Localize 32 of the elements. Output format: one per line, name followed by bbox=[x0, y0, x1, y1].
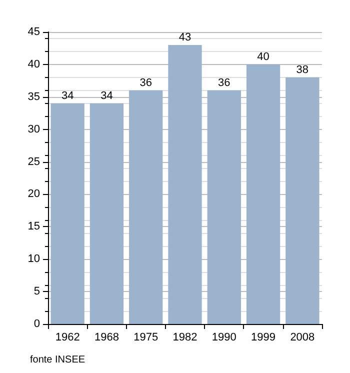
y-tick-label: 25 bbox=[28, 156, 40, 168]
data-label: 43 bbox=[178, 31, 192, 44]
bar bbox=[129, 90, 163, 324]
x-tick-label: 1968 bbox=[94, 332, 119, 344]
bar bbox=[90, 103, 124, 324]
data-label: 40 bbox=[257, 50, 270, 63]
y-tick-label: 0 bbox=[34, 318, 40, 330]
x-tick-label: 1962 bbox=[55, 332, 80, 344]
y-tick-label: 20 bbox=[28, 188, 40, 200]
bar bbox=[50, 103, 84, 324]
bar bbox=[286, 77, 320, 324]
x-tick-label: 2008 bbox=[290, 332, 315, 344]
y-tick-label: 15 bbox=[28, 220, 40, 233]
bar bbox=[168, 44, 202, 324]
data-label: 34 bbox=[100, 90, 113, 102]
y-tick-label: 40 bbox=[28, 58, 40, 70]
y-tick-label: 30 bbox=[28, 123, 40, 136]
data-label: 36 bbox=[218, 76, 230, 89]
data-label: 36 bbox=[140, 76, 152, 89]
bar bbox=[246, 64, 280, 324]
x-tick-label: 1975 bbox=[134, 332, 158, 344]
y-tick-label: 35 bbox=[28, 90, 40, 103]
source-note: fonte INSEE bbox=[30, 354, 86, 366]
data-label: 38 bbox=[296, 64, 309, 76]
y-tick-label: 45 bbox=[28, 26, 40, 38]
bar bbox=[207, 90, 241, 324]
x-tick-label: 1990 bbox=[212, 332, 236, 344]
y-tick-label: 10 bbox=[28, 253, 40, 266]
x-tick-label: 1982 bbox=[172, 332, 198, 344]
data-label: 34 bbox=[61, 90, 74, 102]
y-tick-label: 5 bbox=[34, 286, 40, 298]
x-tick-label: 1999 bbox=[251, 332, 276, 344]
